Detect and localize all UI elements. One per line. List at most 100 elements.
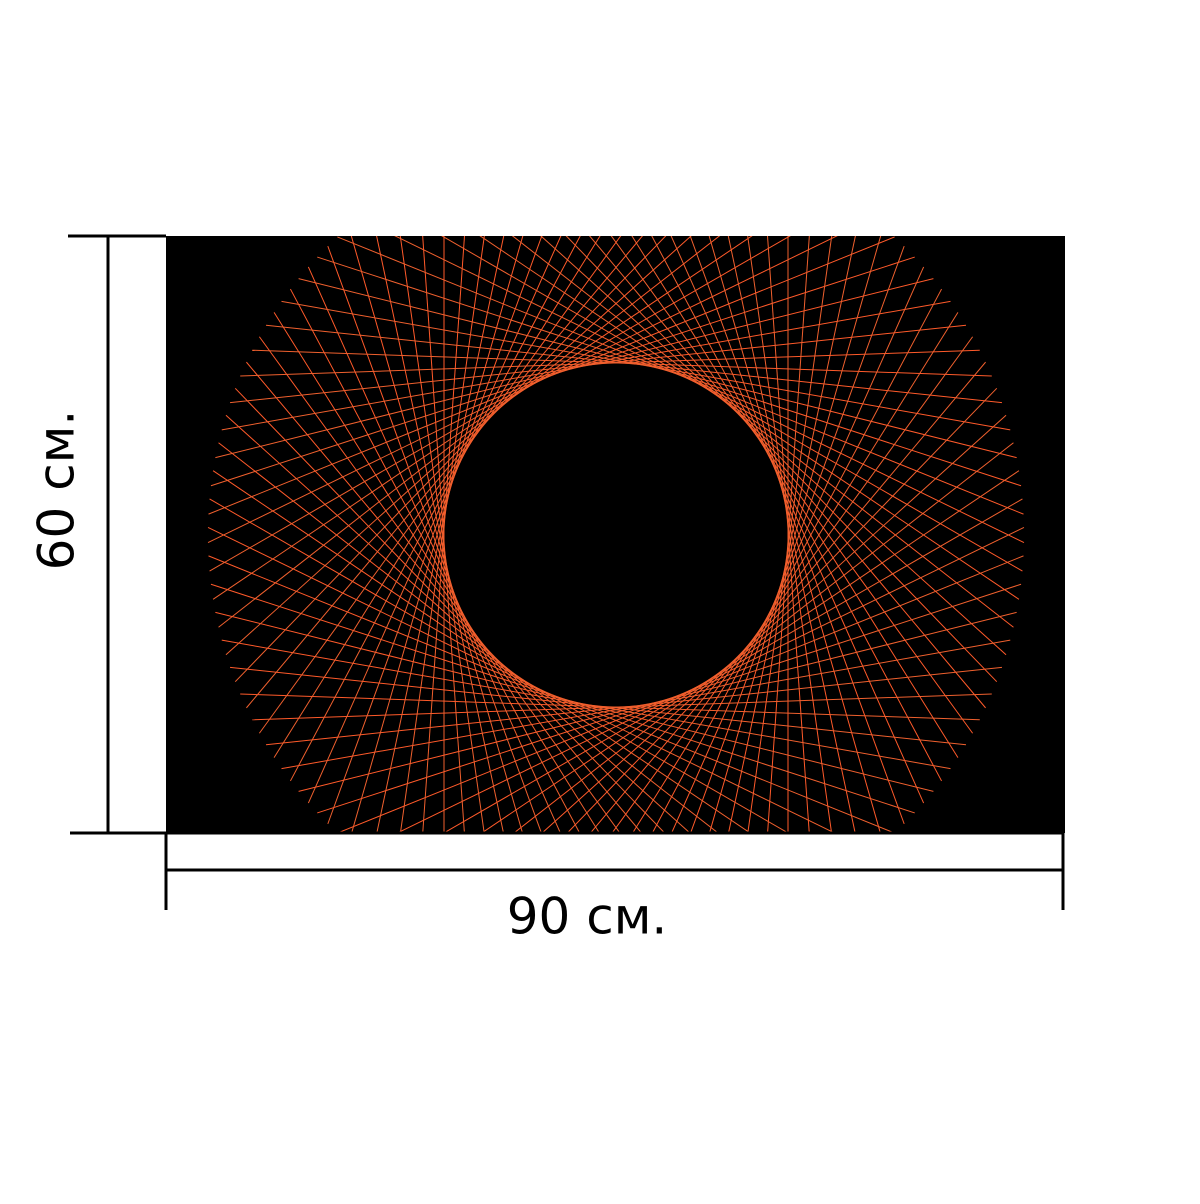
pattern-line bbox=[240, 362, 611, 377]
pattern-line bbox=[208, 555, 552, 695]
pattern-line bbox=[453, 593, 542, 833]
pattern-line bbox=[399, 510, 447, 833]
pattern-line bbox=[511, 236, 723, 400]
pattern-line bbox=[281, 703, 646, 770]
pattern-line bbox=[721, 399, 1014, 628]
pattern-line bbox=[657, 611, 1017, 703]
pattern-line bbox=[469, 625, 600, 833]
pattern-line bbox=[785, 236, 833, 560]
pattern-line bbox=[463, 615, 581, 833]
pattern-line bbox=[483, 645, 643, 833]
pattern-line bbox=[476, 635, 621, 833]
pattern-line bbox=[469, 236, 601, 445]
pattern-line bbox=[327, 245, 455, 594]
dimension-lines bbox=[68, 234, 1065, 910]
pattern-line bbox=[350, 236, 452, 583]
pattern-line bbox=[208, 375, 552, 515]
pattern-line bbox=[610, 236, 756, 435]
print-area bbox=[166, 236, 1065, 833]
pattern-line bbox=[785, 510, 833, 833]
pattern-line bbox=[396, 689, 692, 833]
pattern-line bbox=[258, 336, 478, 637]
pattern-line bbox=[441, 236, 703, 387]
pattern-line bbox=[298, 278, 658, 369]
pattern-line bbox=[540, 689, 836, 833]
pattern-line bbox=[730, 414, 1007, 664]
pattern-line bbox=[447, 236, 505, 500]
pattern-line bbox=[621, 362, 992, 377]
pattern-line bbox=[708, 236, 782, 488]
pattern-line bbox=[483, 236, 644, 425]
pattern-line bbox=[212, 470, 521, 679]
pattern-line bbox=[376, 499, 449, 833]
pattern-line bbox=[551, 694, 895, 833]
pattern-line bbox=[574, 278, 934, 369]
pattern-line bbox=[307, 464, 460, 804]
pattern-line bbox=[730, 406, 1007, 656]
pattern-line bbox=[463, 236, 581, 455]
pattern-line bbox=[761, 443, 959, 758]
pattern-line bbox=[258, 433, 478, 734]
pattern-line bbox=[234, 415, 493, 683]
pattern-line bbox=[671, 604, 774, 833]
pattern-line bbox=[337, 694, 681, 833]
pattern-line bbox=[376, 236, 449, 571]
pattern-line bbox=[609, 706, 980, 721]
pattern-line bbox=[289, 288, 465, 616]
pattern-line bbox=[210, 370, 564, 487]
pattern-line bbox=[691, 526, 1025, 691]
pattern-line bbox=[767, 546, 789, 833]
pattern-line bbox=[529, 236, 791, 387]
pattern-line bbox=[767, 288, 943, 616]
pattern-line bbox=[739, 387, 998, 655]
pattern-line bbox=[273, 443, 471, 758]
pattern-line bbox=[337, 236, 681, 376]
pattern-line bbox=[772, 464, 925, 804]
pattern-line bbox=[541, 662, 732, 833]
pattern-line bbox=[680, 555, 1024, 695]
pattern-line bbox=[229, 666, 599, 707]
pattern-line bbox=[711, 470, 1020, 679]
pattern-line bbox=[727, 570, 785, 833]
pattern-line bbox=[218, 399, 511, 628]
pattern-line bbox=[513, 670, 723, 833]
pattern-line bbox=[265, 324, 635, 365]
pattern-line bbox=[450, 236, 524, 488]
pattern-line bbox=[442, 683, 703, 833]
pattern-line bbox=[458, 236, 562, 466]
pattern-line bbox=[680, 375, 1024, 515]
pattern-line bbox=[670, 236, 774, 466]
pattern-line bbox=[399, 236, 447, 560]
pattern-line bbox=[690, 593, 779, 833]
pattern-line bbox=[519, 677, 752, 833]
pattern-line bbox=[218, 442, 511, 671]
pattern-line bbox=[215, 367, 575, 459]
pattern-line bbox=[562, 698, 915, 814]
pattern-line bbox=[565, 236, 741, 416]
pattern-line bbox=[761, 312, 959, 627]
pattern-line bbox=[540, 236, 838, 381]
pattern-line bbox=[476, 236, 622, 435]
pattern-line bbox=[265, 705, 635, 746]
pattern-line bbox=[747, 236, 787, 512]
pattern-line bbox=[721, 442, 1014, 671]
pattern-line bbox=[754, 336, 974, 637]
pattern-line bbox=[597, 705, 967, 746]
pattern-line bbox=[632, 625, 763, 833]
pattern-line bbox=[246, 361, 485, 646]
pattern-line bbox=[307, 266, 460, 606]
pattern-line bbox=[212, 391, 521, 600]
pattern-line bbox=[221, 639, 587, 705]
pattern-line bbox=[225, 414, 502, 664]
pattern-line bbox=[780, 487, 881, 833]
pattern-line bbox=[588, 236, 749, 425]
pattern-line bbox=[480, 677, 713, 833]
pattern-line bbox=[611, 635, 756, 833]
pattern-line bbox=[739, 415, 998, 683]
pattern-line bbox=[234, 387, 493, 655]
pattern-line bbox=[317, 698, 670, 814]
pattern-line bbox=[711, 391, 1020, 600]
pattern-line bbox=[509, 236, 721, 400]
pattern-line bbox=[783, 499, 856, 833]
